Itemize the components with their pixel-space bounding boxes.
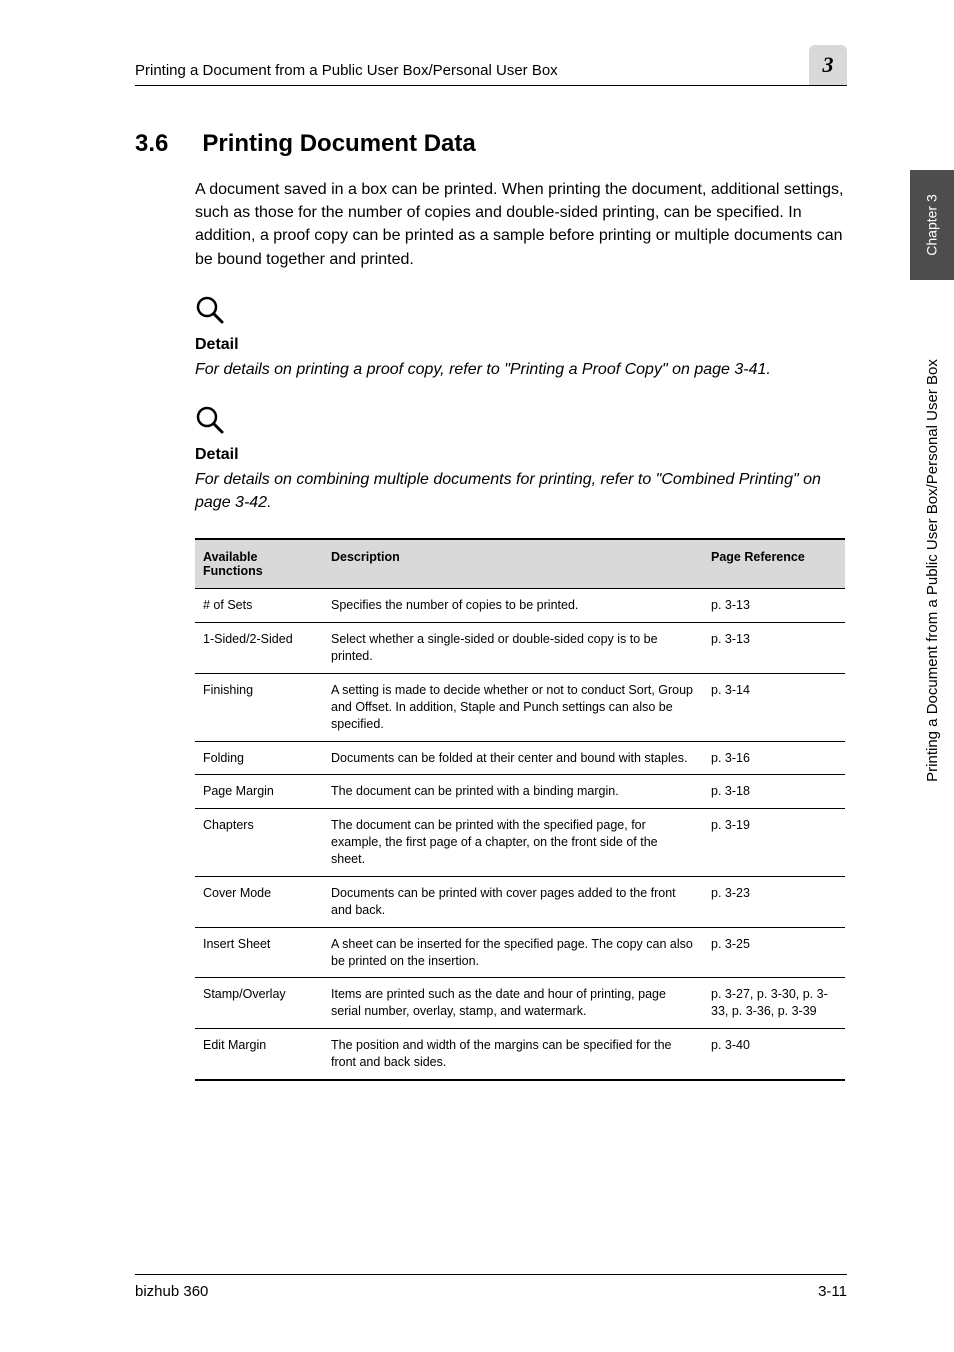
side-running-label: Printing a Document from a Public User B… xyxy=(920,300,944,840)
functions-table: Available Functions Description Page Ref… xyxy=(195,538,845,1081)
table-cell: p. 3-18 xyxy=(703,775,845,809)
table-cell: p. 3-13 xyxy=(703,623,845,674)
table-cell: The document can be printed with the spe… xyxy=(323,809,703,877)
table-cell: Stamp/Overlay xyxy=(195,978,323,1029)
side-chapter-tab: Chapter 3 xyxy=(910,170,954,280)
table-row: Edit MarginThe position and width of the… xyxy=(195,1029,845,1080)
detail-text: For details on combining multiple docume… xyxy=(195,468,847,514)
table-row: ChaptersThe document can be printed with… xyxy=(195,809,845,877)
table-cell: p. 3-25 xyxy=(703,927,845,978)
table-header: Page Reference xyxy=(703,539,845,589)
table-cell: Page Margin xyxy=(195,775,323,809)
table-cell: p. 3-40 xyxy=(703,1029,845,1080)
table-cell: A sheet can be inserted for the specifie… xyxy=(323,927,703,978)
table-cell: p. 3-23 xyxy=(703,876,845,927)
table-header-row: Available Functions Description Page Ref… xyxy=(195,539,845,589)
table-row: Stamp/OverlayItems are printed such as t… xyxy=(195,978,845,1029)
running-header: Printing a Document from a Public User B… xyxy=(135,62,558,79)
table-row: Cover ModeDocuments can be printed with … xyxy=(195,876,845,927)
chapter-number: 3 xyxy=(823,52,834,78)
detail-block: Detail For details on printing a proof c… xyxy=(195,295,847,381)
table-cell: Finishing xyxy=(195,673,323,741)
table-cell: A setting is made to decide whether or n… xyxy=(323,673,703,741)
magnifier-icon xyxy=(195,405,225,435)
detail-label: Detail xyxy=(195,336,847,354)
table-cell: 1-Sided/2-Sided xyxy=(195,623,323,674)
table-cell: Select whether a single-sided or double-… xyxy=(323,623,703,674)
side-running-text: Printing a Document from a Public User B… xyxy=(924,359,941,782)
footer-product: bizhub 360 xyxy=(135,1283,208,1300)
table-cell: Documents can be folded at their center … xyxy=(323,741,703,775)
table-cell: Folding xyxy=(195,741,323,775)
detail-text: For details on printing a proof copy, re… xyxy=(195,358,847,381)
header-rule xyxy=(135,85,847,86)
table-cell: p. 3-16 xyxy=(703,741,845,775)
detail-label: Detail xyxy=(195,446,847,464)
table-row: Insert SheetA sheet can be inserted for … xyxy=(195,927,845,978)
table-row: # of SetsSpecifies the number of copies … xyxy=(195,589,845,623)
section-number: 3.6 xyxy=(135,130,168,157)
table-row: FinishingA setting is made to decide whe… xyxy=(195,673,845,741)
page-footer: bizhub 360 3-11 xyxy=(135,1274,847,1300)
table-cell: Edit Margin xyxy=(195,1029,323,1080)
main-content: 3.6 Printing Document Data A document sav… xyxy=(135,130,847,1081)
detail-block: Detail For details on combining multiple… xyxy=(195,405,847,514)
chapter-number-tab: 3 xyxy=(809,45,847,85)
table-cell: Insert Sheet xyxy=(195,927,323,978)
table-body: # of SetsSpecifies the number of copies … xyxy=(195,589,845,1080)
side-chapter-label: Chapter 3 xyxy=(924,194,940,255)
table-cell: The position and width of the margins ca… xyxy=(323,1029,703,1080)
section-heading: 3.6 Printing Document Data xyxy=(135,130,847,158)
table-header: Available Functions xyxy=(195,539,323,589)
footer-page-number: 3-11 xyxy=(818,1283,847,1300)
table-row: FoldingDocuments can be folded at their … xyxy=(195,741,845,775)
table-cell: p. 3-14 xyxy=(703,673,845,741)
table-cell: The document can be printed with a bindi… xyxy=(323,775,703,809)
magnifier-icon xyxy=(195,295,225,325)
table-cell: Documents can be printed with cover page… xyxy=(323,876,703,927)
table-cell: Specifies the number of copies to be pri… xyxy=(323,589,703,623)
section-title: Printing Document Data xyxy=(202,130,475,157)
table-header: Description xyxy=(323,539,703,589)
intro-paragraph: A document saved in a box can be printed… xyxy=(195,178,847,271)
table-cell: Chapters xyxy=(195,809,323,877)
table-cell: Items are printed such as the date and h… xyxy=(323,978,703,1029)
table-cell: p. 3-13 xyxy=(703,589,845,623)
table-cell: p. 3-19 xyxy=(703,809,845,877)
table-row: 1-Sided/2-SidedSelect whether a single-s… xyxy=(195,623,845,674)
table-row: Page MarginThe document can be printed w… xyxy=(195,775,845,809)
table-cell: # of Sets xyxy=(195,589,323,623)
table-cell: Cover Mode xyxy=(195,876,323,927)
table-cell: p. 3-27, p. 3-30, p. 3-33, p. 3-36, p. 3… xyxy=(703,978,845,1029)
